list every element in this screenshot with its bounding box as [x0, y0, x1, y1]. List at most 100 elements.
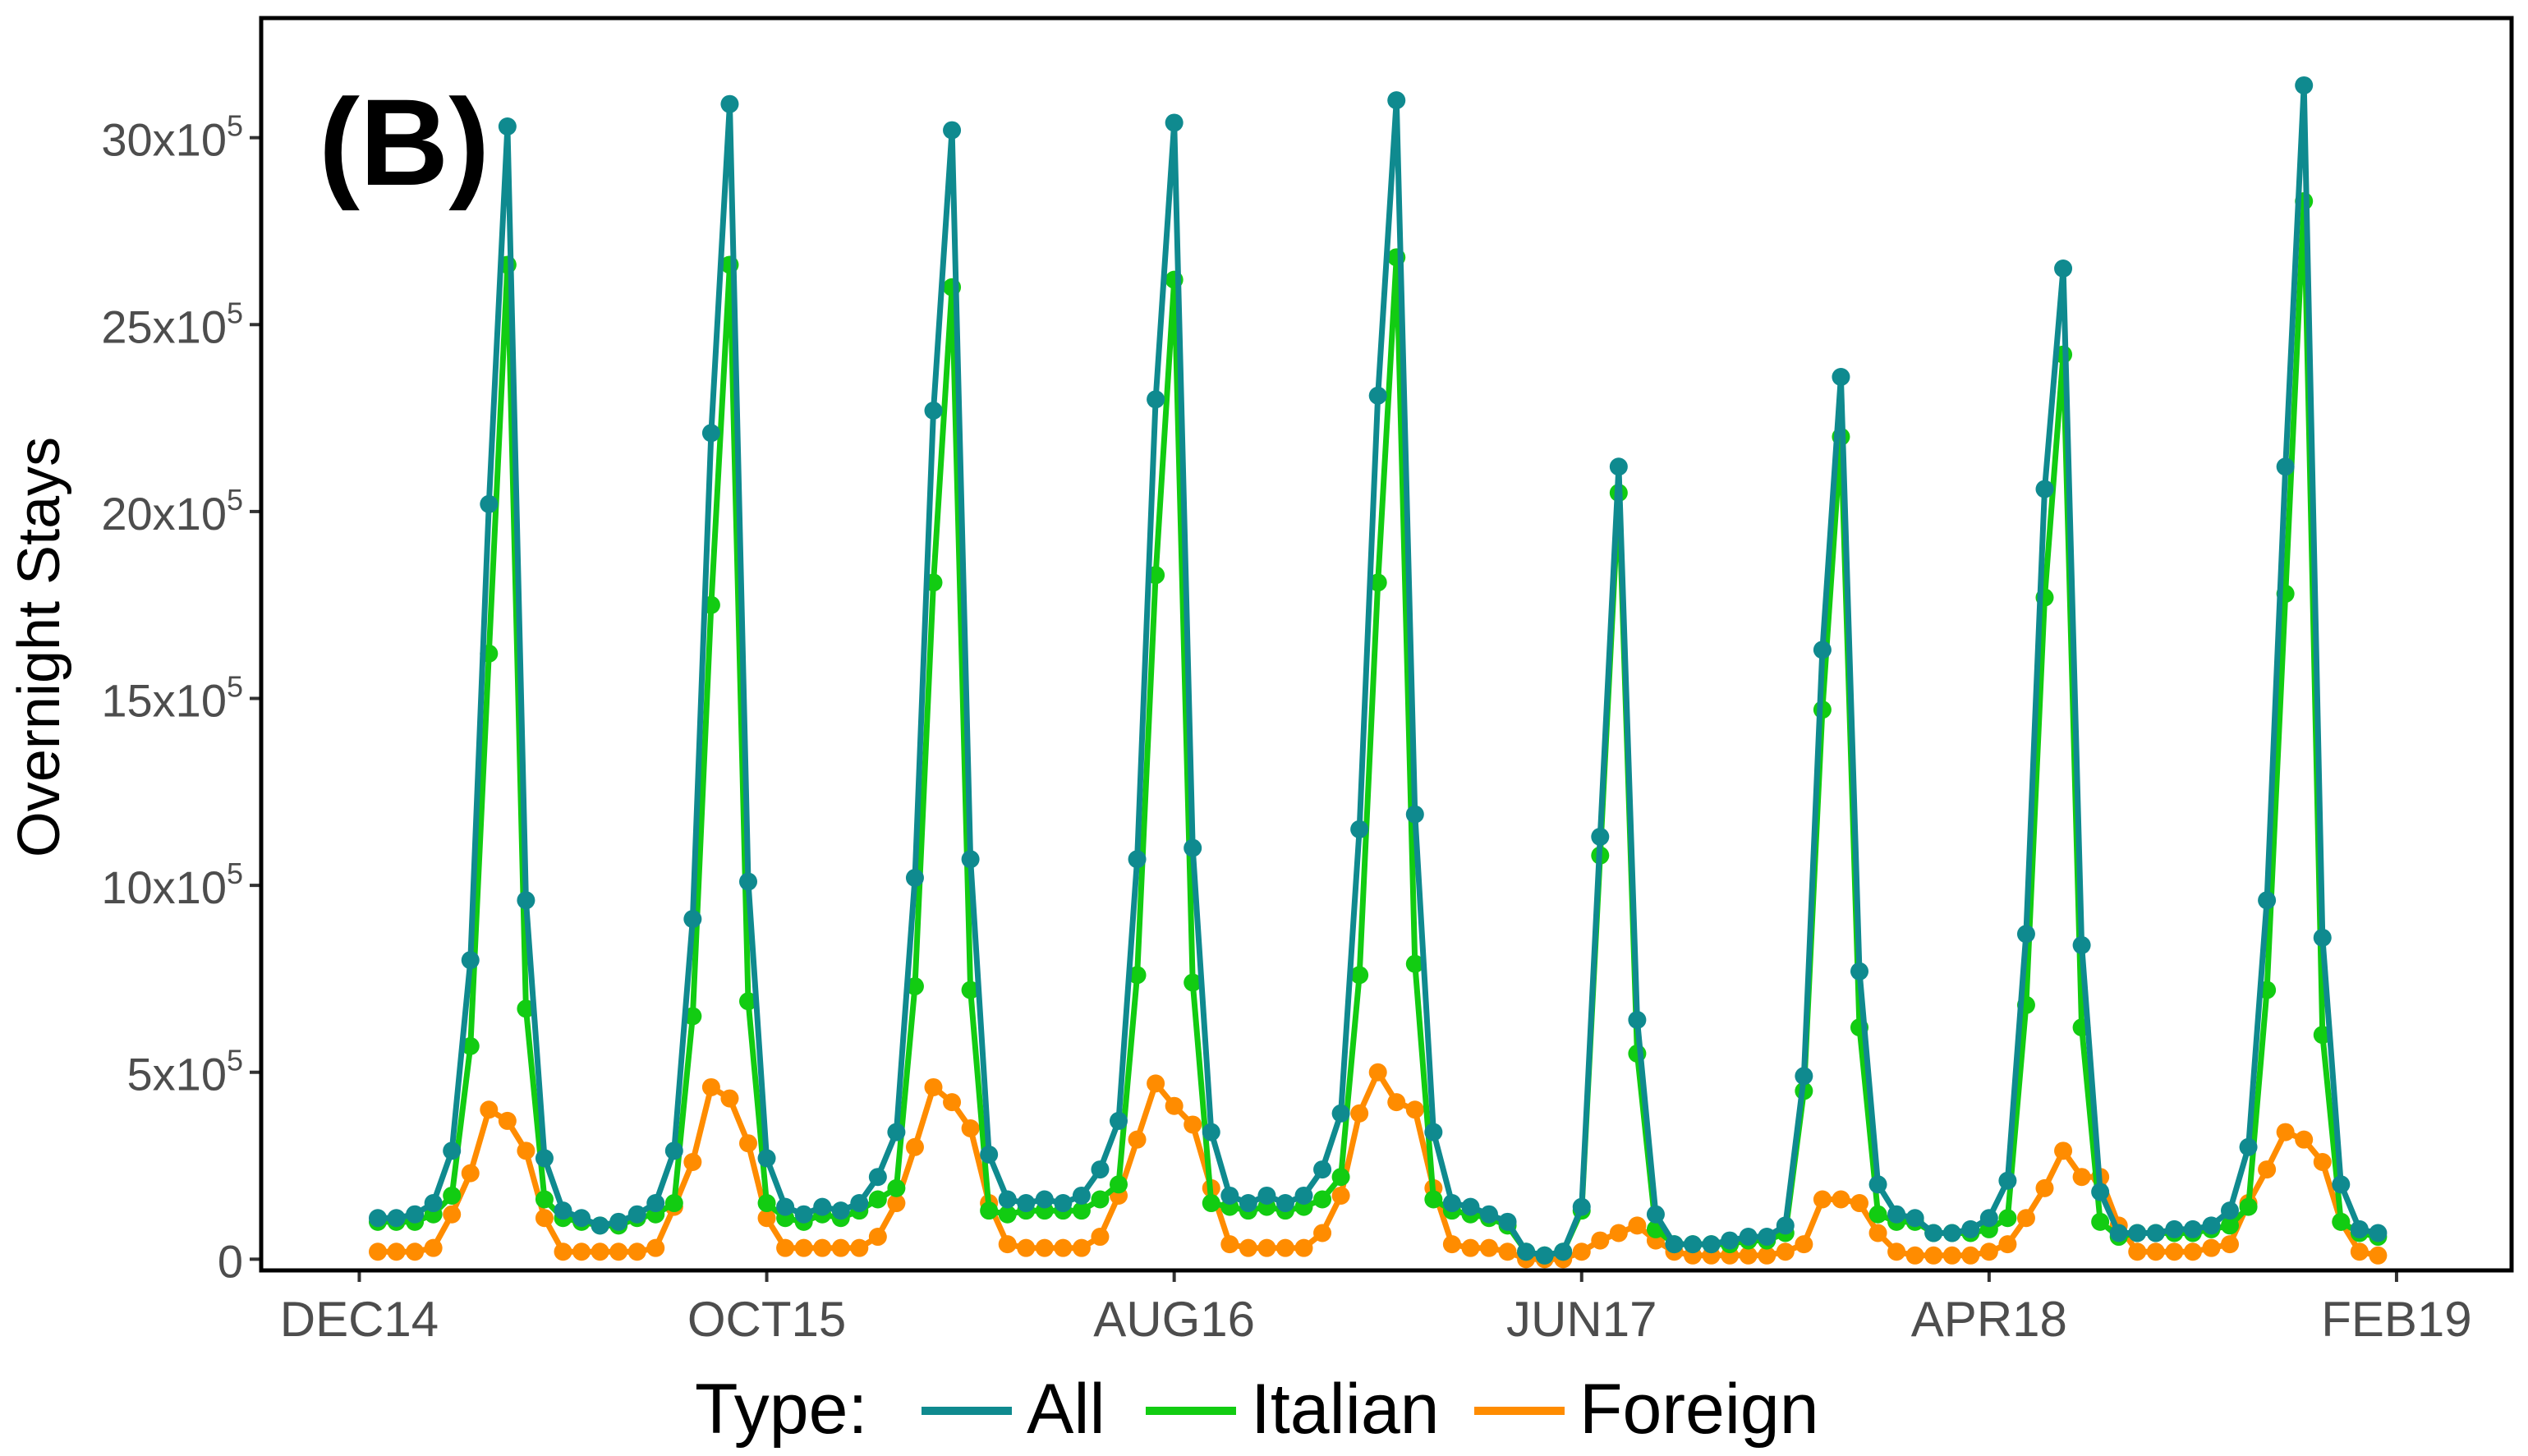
data-point-italian: [1350, 966, 1369, 985]
data-point-all: [1147, 390, 1165, 409]
data-point-all: [1832, 368, 1850, 387]
data-point-all: [1776, 1216, 1795, 1235]
data-point-italian: [461, 1036, 480, 1055]
data-point-all: [1128, 850, 1147, 869]
data-point-all: [1998, 1171, 2017, 1190]
data-point-all: [1035, 1190, 1054, 1209]
data-point-italian: [1184, 973, 1202, 992]
data-point-foreign: [794, 1238, 813, 1257]
data-point-all: [1498, 1212, 1517, 1231]
data-point-foreign: [961, 1119, 980, 1138]
data-point-all: [591, 1216, 609, 1235]
data-point-all: [646, 1194, 665, 1213]
data-point-all: [1442, 1194, 1461, 1213]
data-point-italian: [1868, 1205, 1887, 1224]
data-point-all: [998, 1190, 1017, 1209]
data-point-all: [757, 1149, 776, 1168]
data-point-foreign: [1905, 1246, 1924, 1265]
data-point-italian: [1368, 573, 1387, 592]
data-point-foreign: [387, 1242, 406, 1261]
data-point-foreign: [2295, 1130, 2314, 1149]
data-point-italian: [961, 981, 980, 999]
data-point-foreign: [591, 1242, 609, 1261]
x-axis-ticks: DEC14OCT15AUG16JUN17APR18FEB19DEC19OCT20…: [280, 1270, 2472, 1347]
data-point-italian: [998, 1205, 1017, 1224]
data-point-foreign: [2146, 1242, 2165, 1261]
data-point-foreign: [813, 1238, 832, 1257]
series-layer: [369, 76, 2388, 1269]
data-point-all: [1091, 1160, 1110, 1179]
data-point-all: [369, 1209, 387, 1228]
data-point-foreign: [998, 1235, 1017, 1254]
data-point-italian: [1110, 1175, 1128, 1194]
data-point-italian: [535, 1190, 554, 1209]
data-point-foreign: [776, 1238, 795, 1257]
data-point-all: [443, 1141, 462, 1160]
data-point-all: [1072, 1186, 1091, 1205]
data-point-foreign: [1239, 1238, 1257, 1257]
data-point-foreign: [1331, 1186, 1350, 1205]
data-point-all: [961, 850, 980, 869]
data-point-foreign: [2165, 1242, 2184, 1261]
data-point-italian: [1424, 1190, 1443, 1209]
data-point-foreign: [831, 1238, 850, 1257]
data-point-italian: [443, 1186, 462, 1205]
data-point-italian: [2332, 1212, 2351, 1231]
data-point-italian: [2221, 1216, 2239, 1235]
data-point-foreign: [887, 1194, 906, 1213]
panel-label: (B): [319, 73, 490, 211]
data-point-italian: [1202, 1194, 1220, 1213]
data-point-foreign: [1609, 1224, 1628, 1242]
data-point-all: [664, 1141, 683, 1160]
data-point-all: [1387, 91, 1406, 110]
legend-label-italian: Italian: [1251, 1370, 1440, 1449]
data-point-all: [980, 1145, 999, 1164]
data-point-foreign: [1220, 1235, 1239, 1254]
data-point-all: [2332, 1175, 2351, 1194]
data-point-all: [1961, 1219, 1980, 1238]
data-point-italian: [1072, 1201, 1091, 1220]
data-point-all: [1572, 1197, 1591, 1216]
data-point-all: [1535, 1246, 1554, 1265]
data-point-foreign: [1887, 1242, 1906, 1261]
data-point-foreign: [1998, 1235, 2017, 1254]
data-point-foreign: [1275, 1238, 1294, 1257]
data-point-all: [1554, 1242, 1573, 1261]
data-point-all: [424, 1194, 443, 1213]
data-point-foreign: [850, 1238, 869, 1257]
data-point-all: [2350, 1219, 2369, 1238]
data-point-italian: [517, 999, 535, 1018]
x-tick-label: OCT15: [687, 1292, 846, 1347]
data-point-foreign: [1739, 1246, 1758, 1265]
data-point-all: [1868, 1175, 1887, 1194]
data-point-foreign: [2350, 1242, 2369, 1261]
data-point-all: [1461, 1197, 1480, 1216]
data-point-italian: [757, 1194, 776, 1213]
data-point-foreign: [1072, 1238, 1091, 1257]
data-point-all: [535, 1149, 554, 1168]
data-point-all: [517, 891, 535, 910]
data-point-foreign: [609, 1242, 628, 1261]
data-point-foreign: [1165, 1096, 1184, 1115]
data-point-all: [1054, 1194, 1073, 1213]
data-point-italian: [1998, 1209, 2017, 1228]
data-point-all: [2109, 1224, 2128, 1242]
data-point-all: [2202, 1216, 2221, 1235]
data-point-all: [1721, 1231, 1740, 1250]
data-point-all: [1795, 1067, 1813, 1086]
data-point-all: [1405, 805, 1424, 824]
data-point-all: [868, 1168, 887, 1187]
y-axis-label: Overnight Stays: [7, 437, 72, 857]
data-point-foreign: [554, 1242, 572, 1261]
data-point-all: [2035, 480, 2054, 498]
y-tick-label: 25x105: [101, 296, 243, 352]
data-point-all: [1813, 641, 1832, 659]
data-point-all: [1480, 1205, 1498, 1224]
data-point-foreign: [1442, 1235, 1461, 1254]
data-point-foreign: [1776, 1242, 1795, 1261]
data-point-foreign: [739, 1134, 757, 1153]
data-point-all: [1942, 1224, 1961, 1242]
data-point-all: [1257, 1186, 1276, 1205]
data-point-all: [1017, 1194, 1036, 1213]
data-point-foreign: [1294, 1238, 1313, 1257]
